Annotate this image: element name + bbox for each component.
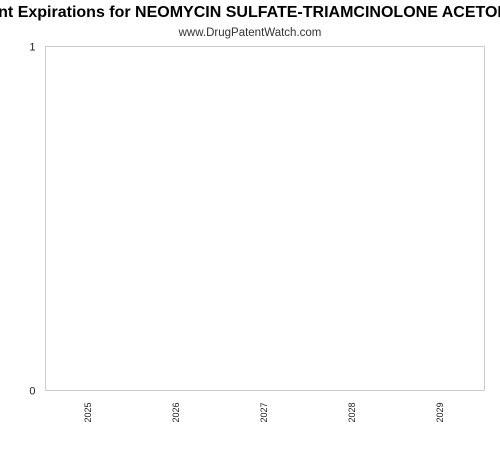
x-axis: 2025 2026 2027 2028 2029 bbox=[83, 403, 445, 423]
x-tick-label: 2029 bbox=[435, 403, 445, 423]
y-axis: 01 bbox=[29, 42, 35, 398]
y-tick-label: 1 bbox=[29, 42, 35, 54]
x-tick-label: 2028 bbox=[347, 403, 357, 423]
x-tick-label: 2025 bbox=[83, 403, 93, 423]
chart-subtitle[interactable]: www.DrugPatentWatch.com bbox=[178, 27, 322, 39]
chart-title: Patent Expirations for NEOMYCIN SULFATE-… bbox=[0, 4, 500, 21]
x-tick-label: 2027 bbox=[259, 403, 269, 423]
source-link[interactable]: www.DrugPatentWatch.com bbox=[178, 27, 322, 39]
plot-area bbox=[45, 46, 485, 391]
x-tick-label: 2026 bbox=[171, 403, 181, 423]
y-tick-label: 0 bbox=[29, 386, 35, 398]
